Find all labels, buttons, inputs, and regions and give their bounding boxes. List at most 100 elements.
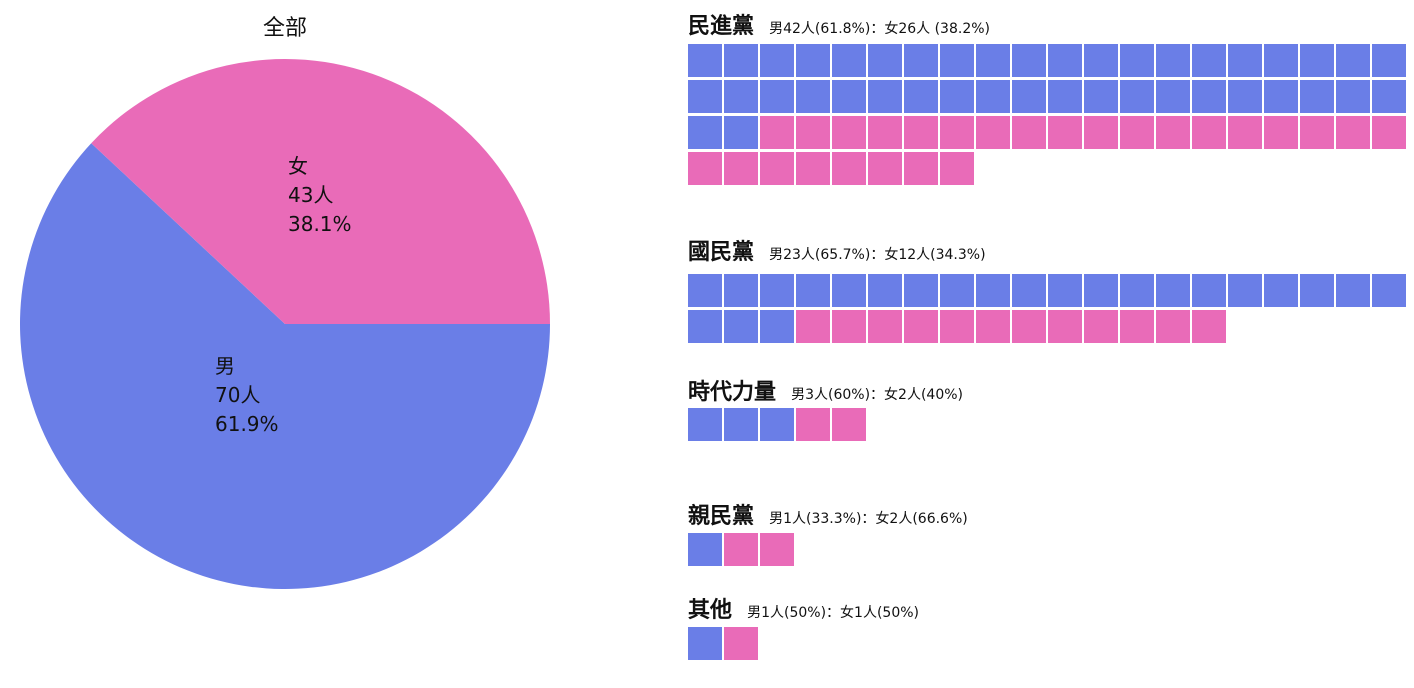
waffle-cell-male	[976, 274, 1010, 307]
waffle-cell-female	[868, 116, 902, 149]
party-pfp-header: 親民黨 男1人(33.3%)：女2人(66.6%)	[688, 498, 968, 530]
waffle-cell-male	[832, 44, 866, 77]
slice-label-male-name: 男	[215, 354, 235, 378]
waffle-cell-female	[832, 408, 866, 441]
waffle-cell-female	[724, 152, 758, 185]
party-npp-stats: 男3人(60%)：女2人(40%)	[791, 387, 964, 403]
waffle-cell-female	[1156, 116, 1190, 149]
waffle-cell-female	[1048, 116, 1082, 149]
waffle-cell-female	[1372, 116, 1406, 149]
party-npp-header: 時代力量 男3人(60%)：女2人(40%)	[688, 374, 963, 406]
waffle-cell-female	[760, 152, 794, 185]
waffle-cell-male	[724, 408, 758, 441]
waffle-cell-female	[1084, 116, 1118, 149]
waffle-cell-male	[1300, 44, 1334, 77]
waffle-cell-female	[796, 152, 830, 185]
slice-label-male: 男 70人 61.9%	[215, 352, 279, 439]
party-dpp-name: 民進黨	[688, 14, 755, 39]
party-other-header: 其他 男1人(50%)：女1人(50%)	[688, 592, 919, 624]
party-dpp-stats: 男42人(61.8%)：女26人 (38.2%)	[769, 21, 990, 37]
waffle-cell-male	[1336, 80, 1370, 113]
slice-label-male-percent: 61.9%	[215, 412, 279, 436]
waffle-cell-female	[832, 152, 866, 185]
waffle-cell-female	[1192, 310, 1226, 343]
waffle-cell-male	[796, 44, 830, 77]
waffle-cell-male	[832, 274, 866, 307]
waffle-cell-male	[688, 80, 722, 113]
waffle-cell-female	[904, 310, 938, 343]
waffle-cell-male	[1228, 274, 1262, 307]
waffle-cell-male	[1084, 44, 1118, 77]
waffle-cell-female	[1120, 116, 1154, 149]
waffle-cell-male	[1264, 274, 1298, 307]
waffle-cell-male	[1264, 80, 1298, 113]
waffle-cell-male	[796, 274, 830, 307]
party-kmt-name: 國民黨	[688, 240, 755, 265]
waffle-cell-male	[724, 274, 758, 307]
waffle-cell-female	[796, 310, 830, 343]
waffle-cell-male	[1228, 80, 1262, 113]
waffle-cell-male	[760, 274, 794, 307]
waffle-cell-male	[1048, 80, 1082, 113]
waffle-cell-female	[1336, 116, 1370, 149]
waffle-cell-male	[976, 44, 1010, 77]
waffle-cell-male	[724, 80, 758, 113]
pie-title: 全部	[262, 16, 307, 41]
waffle-cell-male	[688, 408, 722, 441]
party-pfp-stats: 男1人(33.3%)：女2人(66.6%)	[769, 511, 968, 527]
waffle-cell-male	[724, 116, 758, 149]
waffle-cell-female	[1084, 310, 1118, 343]
waffle-cell-female	[1048, 310, 1082, 343]
party-npp-name: 時代力量	[688, 380, 777, 405]
waffle-cell-male	[1372, 80, 1406, 113]
waffle-cell-male	[760, 408, 794, 441]
waffle-cell-female	[1228, 116, 1262, 149]
slice-label-male-count: 70人	[215, 383, 261, 407]
waffle-cell-male	[688, 627, 722, 660]
waffle-cell-male	[1156, 44, 1190, 77]
waffle-cell-female	[940, 310, 974, 343]
waffle-cell-male	[1156, 274, 1190, 307]
waffle-cell-male	[1264, 44, 1298, 77]
pie-slice-female	[91, 59, 550, 325]
waffle-cell-female	[868, 310, 902, 343]
waffle-cell-male	[1192, 44, 1226, 77]
waffle-cell-female	[940, 152, 974, 185]
waffle-cell-male	[760, 80, 794, 113]
waffle-cell-male	[760, 310, 794, 343]
waffle-cell-male	[1300, 274, 1334, 307]
pie-chart: 全部 女 43人 38.1% 男 70人 61.9%	[0, 0, 600, 688]
waffle-cell-female	[904, 116, 938, 149]
waffle-cell-male	[688, 274, 722, 307]
waffle-cell-male	[1228, 44, 1262, 77]
waffle-cell-female	[688, 152, 722, 185]
waffle-cell-male	[904, 44, 938, 77]
waffle-cell-male	[904, 80, 938, 113]
waffle-cell-male	[688, 310, 722, 343]
waffle-cell-female	[976, 310, 1010, 343]
waffle-cell-male	[832, 80, 866, 113]
waffle-cell-male	[688, 116, 722, 149]
pie-slice-male	[20, 143, 551, 590]
waffle-cell-male	[1156, 80, 1190, 113]
waffle-cell-male	[940, 44, 974, 77]
waffle-cell-male	[1372, 274, 1406, 307]
waffle-cell-male	[724, 310, 758, 343]
waffle-cell-female	[868, 152, 902, 185]
waffle-cell-female	[760, 533, 794, 566]
party-kmt-header: 國民黨 男23人(65.7%)：女12人(34.3%)	[688, 234, 986, 266]
waffle-cell-female	[724, 533, 758, 566]
waffle-cell-female	[796, 408, 830, 441]
party-pfp-name: 親民黨	[688, 504, 755, 529]
waffle-cell-male	[1300, 80, 1334, 113]
waffle-cell-female	[832, 310, 866, 343]
waffle-cell-male	[940, 80, 974, 113]
waffle-cell-female	[976, 116, 1010, 149]
waffle-cell-male	[688, 533, 722, 566]
waffle-cell-male	[868, 80, 902, 113]
waffle-cell-female	[1120, 310, 1154, 343]
waffle-cell-male	[1192, 274, 1226, 307]
party-other-stats: 男1人(50%)：女1人(50%)	[747, 605, 920, 621]
party-dpp-header: 民進黨 男42人(61.8%)：女26人 (38.2%)	[688, 8, 990, 40]
waffle-cell-male	[1084, 80, 1118, 113]
